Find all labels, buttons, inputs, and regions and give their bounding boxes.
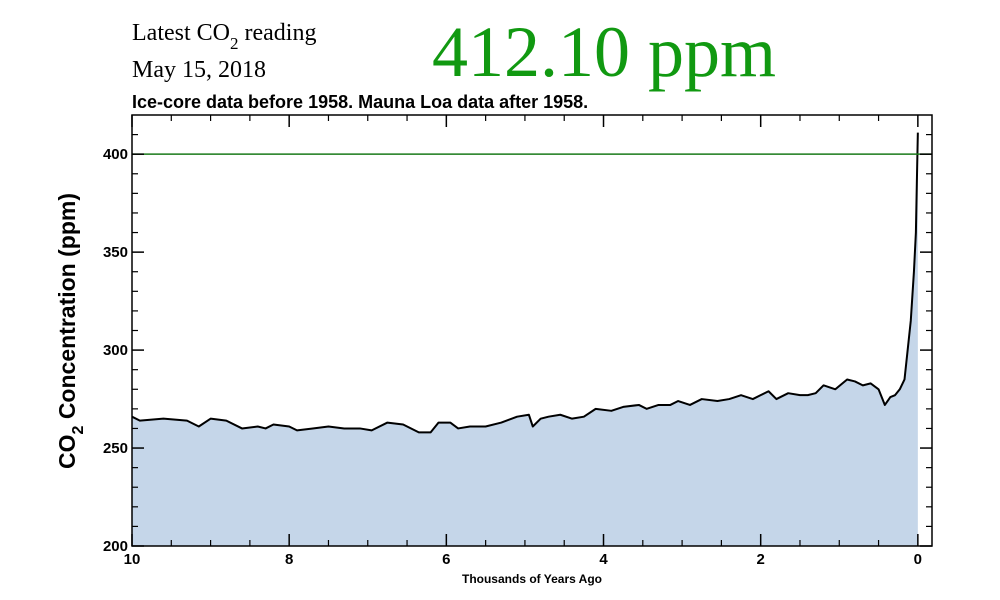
- latest-reading: 412.10 ppm: [432, 12, 776, 92]
- reading-label: Latest CO2 reading: [132, 20, 316, 53]
- y-tick-label: 350: [103, 244, 128, 261]
- chart-title: Ice-core data before 1958. Mauna Loa dat…: [132, 92, 588, 112]
- y-tick-label: 300: [103, 342, 128, 359]
- x-tick-label: 10: [124, 551, 141, 568]
- y-axis-label-text: Concentration (ppm): [54, 193, 80, 426]
- x-axis-label: Thousands of Years Ago: [462, 572, 602, 586]
- area: [132, 132, 918, 546]
- y-tick-label: 250: [103, 440, 128, 457]
- reading-label-text: reading: [238, 20, 316, 46]
- reading-label-text: Latest CO: [132, 20, 230, 46]
- y-axis-label-sub: 2: [70, 425, 87, 434]
- reading-label-sub: 2: [230, 34, 239, 53]
- y-tick-label: 400: [103, 146, 128, 163]
- x-tick-label: 2: [757, 551, 765, 568]
- reading-date: May 15, 2018: [132, 57, 266, 83]
- y-tick-label: 200: [103, 538, 128, 555]
- y-axis-label: CO2 Concentration (ppm): [54, 193, 87, 469]
- x-tick-label: 6: [442, 551, 450, 568]
- x-tick-label: 0: [914, 551, 922, 568]
- y-axis-label-text: CO: [54, 434, 80, 469]
- x-tick-label: 8: [285, 551, 293, 568]
- line: [131, 132, 919, 434]
- x-tick-label: 4: [599, 551, 608, 568]
